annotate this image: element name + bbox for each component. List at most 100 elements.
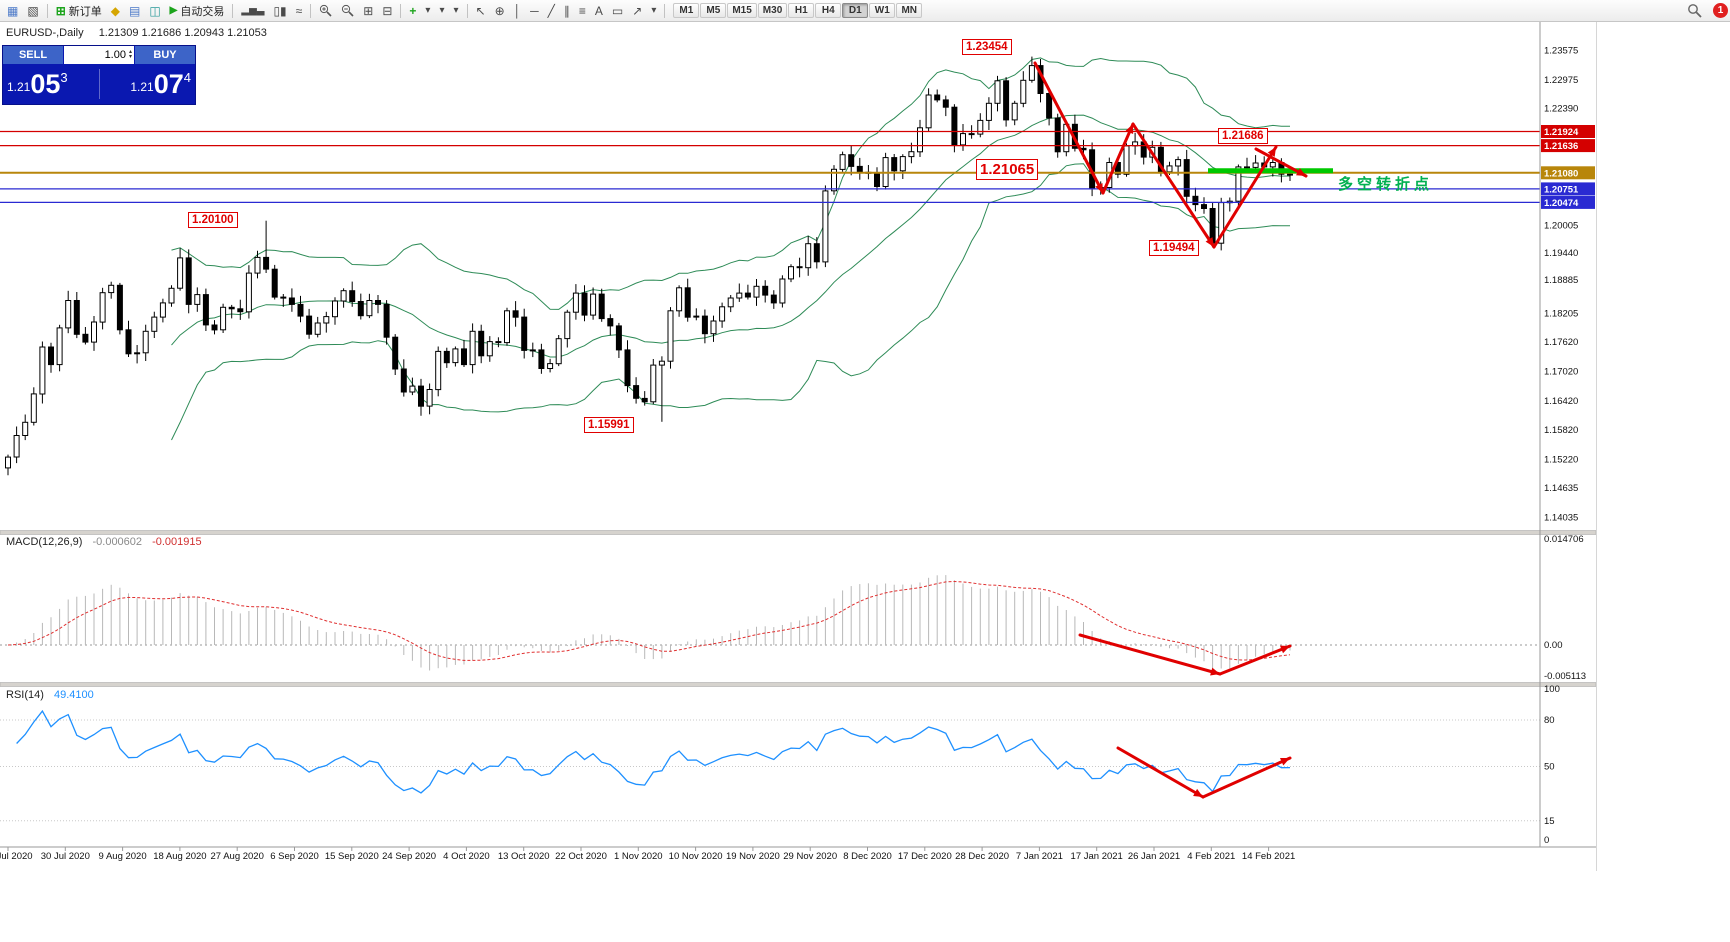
cascade-windows-icon[interactable]: ⊟ bbox=[382, 3, 393, 18]
data-window-icon[interactable]: ◫ bbox=[149, 3, 161, 18]
trendline-tool[interactable]: ╱ bbox=[547, 3, 555, 18]
arrows-tool[interactable]: ↗ bbox=[632, 3, 643, 18]
one-click-trading-panel: SELL 1.00 ▴ ▾ BUY 1.21 05 3 1.21 07 4 bbox=[2, 45, 196, 105]
vertical-line-tool[interactable]: │ bbox=[513, 3, 522, 18]
tf-button-H1[interactable]: H1 bbox=[788, 3, 815, 18]
price-box-label: 1.21636 bbox=[1544, 141, 1578, 152]
price-tick-label: 1.14035 bbox=[1544, 513, 1578, 524]
candlestick-chart-icon[interactable]: ▯▮ bbox=[273, 3, 287, 18]
rsi-value: 49.4100 bbox=[53, 689, 94, 701]
price-annotation[interactable]: 1.19494 bbox=[1149, 240, 1199, 256]
buy-price[interactable]: 1.21 07 4 bbox=[130, 65, 191, 103]
macd-signal-value: -0.001915 bbox=[152, 536, 202, 548]
notification-badge[interactable]: 1 bbox=[1713, 3, 1728, 18]
profiles-icon[interactable]: ▧ bbox=[27, 3, 39, 18]
search-icon bbox=[1688, 4, 1702, 18]
price-tick-label: 1.20005 bbox=[1544, 220, 1578, 231]
arrows-dropdown[interactable]: ▾ bbox=[651, 5, 657, 16]
periods-dropdown[interactable]: ▾ bbox=[439, 5, 445, 16]
tile-windows-icon[interactable]: ⊞ bbox=[363, 3, 374, 18]
new-order-icon: ⊞ bbox=[55, 3, 66, 18]
new-chart-icon[interactable]: ▦ bbox=[7, 3, 19, 18]
chart-background bbox=[0, 21, 1596, 867]
symbol-period-label: EURUSD-,Daily bbox=[6, 27, 84, 39]
fibonacci-tool[interactable]: ≡ bbox=[578, 3, 586, 18]
indicators-button[interactable]: + bbox=[409, 3, 417, 18]
ohlc-values: 1.21309 1.21686 1.20943 1.21053 bbox=[98, 27, 267, 39]
macd-panel bbox=[0, 575, 1540, 671]
time-tick-label: 30 Jul 2020 bbox=[41, 851, 90, 862]
chart-canvas[interactable]: 1.23575 1.22975 1.22390 1.20005 1.19440 1.188… bbox=[0, 21, 1596, 867]
price-annotation[interactable]: 1.21065 bbox=[976, 159, 1039, 180]
zoom-out-button[interactable] bbox=[337, 1, 358, 21]
panel-separators[interactable] bbox=[0, 530, 1596, 687]
tf-button-M30[interactable]: M30 bbox=[757, 3, 788, 18]
time-tick-label: 27 Aug 2020 bbox=[211, 851, 264, 862]
main-toolbar: ▦ ▧ ⊞ 新订单 ◆ ▤ ◫ ▶ 自动交易 ▂▅▃ ▯▮ ≈ ⊞ ⊟ + ▾ … bbox=[0, 0, 1730, 22]
zoom-in-button[interactable] bbox=[315, 1, 336, 21]
volume-value[interactable]: 1.00 bbox=[104, 49, 126, 61]
crosshair-tool[interactable]: ⊕ bbox=[494, 3, 505, 18]
sell-price[interactable]: 1.21 05 3 bbox=[7, 65, 68, 103]
label-tool[interactable]: ▭ bbox=[611, 3, 624, 18]
price-box-label: 1.20751 bbox=[1544, 184, 1579, 195]
toolbar-separator bbox=[232, 3, 234, 18]
search-button[interactable] bbox=[1683, 1, 1706, 21]
tf-button-W1[interactable]: W1 bbox=[869, 3, 896, 18]
toolbar-separator bbox=[46, 3, 48, 18]
bull-bear-turning-point-note[interactable]: 多空转折点 bbox=[1338, 176, 1434, 193]
volume-field[interactable]: 1.00 ▴ ▾ bbox=[64, 46, 134, 64]
bollinger-upper bbox=[171, 57, 1290, 310]
price-tick-label: 1.19440 bbox=[1544, 248, 1578, 259]
price-annotation[interactable]: 1.21686 bbox=[1218, 128, 1268, 144]
tf-button-D1[interactable]: D1 bbox=[842, 3, 869, 18]
volume-up-icon[interactable]: ▴ bbox=[128, 49, 132, 55]
price-tick-label: 1.17020 bbox=[1544, 366, 1578, 377]
price-tick-label: 1.16420 bbox=[1544, 396, 1578, 407]
toolbar-separator bbox=[466, 3, 468, 18]
channel-tool[interactable]: ∥ bbox=[563, 3, 570, 18]
time-tick-label: 9 Aug 2020 bbox=[99, 851, 147, 862]
new-order-label: 新订单 bbox=[68, 5, 102, 18]
price-annotation[interactable]: 1.15991 bbox=[584, 417, 634, 433]
text-tool[interactable]: A bbox=[594, 3, 603, 18]
annotations-layer: 多空转折点 1.23454 1.21686 1.21065 1.20100 1.1949… bbox=[0, 21, 1596, 867]
toolbar-separator bbox=[400, 3, 402, 18]
buy-price-big: 07 bbox=[153, 69, 184, 99]
toolbar-separator bbox=[664, 3, 666, 18]
cursor-tool[interactable]: ↖ bbox=[475, 3, 486, 18]
price-box-label: 1.20474 bbox=[1544, 198, 1579, 209]
market-watch-icon[interactable]: ▤ bbox=[128, 3, 141, 18]
trend-arrows[interactable] bbox=[1033, 61, 1308, 799]
sell-button[interactable]: SELL bbox=[3, 46, 63, 64]
sell-price-pip: 3 bbox=[60, 70, 68, 85]
price-annotation[interactable]: 1.20100 bbox=[188, 212, 238, 228]
time-tick-label: 24 Sep 2020 bbox=[382, 851, 436, 862]
tf-button-M15[interactable]: M15 bbox=[727, 3, 757, 18]
alerts-icon[interactable]: ◆ bbox=[110, 3, 120, 18]
tf-button-M5[interactable]: M5 bbox=[700, 3, 727, 18]
zoom-out-icon bbox=[342, 4, 354, 17]
buy-button[interactable]: BUY bbox=[135, 46, 195, 64]
tf-button-MN[interactable]: MN bbox=[896, 3, 923, 18]
templates-dropdown[interactable]: ▾ bbox=[453, 5, 459, 16]
toolbar-right-group: 1 bbox=[1683, 1, 1730, 21]
line-chart-icon[interactable]: ≈ bbox=[295, 3, 303, 18]
price-tick-label: 1.18885 bbox=[1544, 275, 1578, 286]
horizontal-line-tool[interactable]: ─ bbox=[530, 3, 539, 18]
auto-trading-button[interactable]: ▶ 自动交易 bbox=[166, 1, 229, 21]
time-tick-label: 17 Jan 2021 bbox=[1071, 851, 1123, 862]
new-order-button[interactable]: ⊞ 新订单 bbox=[52, 1, 106, 21]
volume-spinner[interactable]: ▴ ▾ bbox=[128, 49, 132, 60]
time-tick-label: 6 Sep 2020 bbox=[270, 851, 319, 862]
price-annotation[interactable]: 1.23454 bbox=[962, 39, 1012, 55]
time-tick-label: 29 Nov 2020 bbox=[783, 851, 837, 862]
auto-trading-icon: ▶ bbox=[169, 5, 178, 16]
bar-chart-icon[interactable]: ▂▅▃ bbox=[241, 5, 265, 16]
volume-down-icon[interactable]: ▾ bbox=[128, 54, 132, 60]
time-tick-label: 7 Jan 2021 bbox=[1016, 851, 1063, 862]
indicators-dropdown[interactable]: ▾ bbox=[425, 5, 431, 16]
chart-info: EURUSD-,Daily 1.21309 1.21686 1.20943 1.… bbox=[6, 27, 267, 39]
tf-button-H4[interactable]: H4 bbox=[815, 3, 842, 18]
tf-button-M1[interactable]: M1 bbox=[673, 3, 700, 18]
